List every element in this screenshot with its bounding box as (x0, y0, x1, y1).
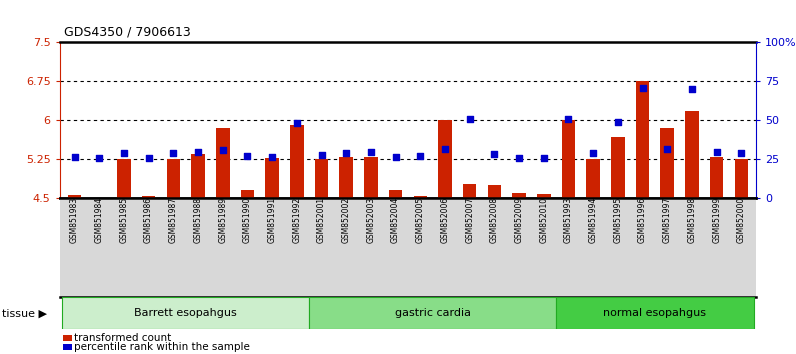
Bar (364, 157, 377, 198)
Bar (661, 128, 674, 198)
Point (611, 120, 624, 125)
Bar (240, 190, 254, 198)
Point (93, 155, 106, 161)
Bar (117, 159, 131, 198)
Point (463, 116, 476, 122)
Point (340, 150, 353, 156)
Point (241, 153, 254, 159)
Bar (735, 159, 748, 198)
Point (636, 85, 649, 91)
Point (513, 155, 525, 161)
Text: transformed count: transformed count (73, 333, 171, 343)
Text: gastric cardia: gastric cardia (395, 308, 470, 318)
Point (685, 86, 698, 92)
Text: normal esopahgus: normal esopahgus (603, 308, 706, 318)
Bar (63, 344, 72, 350)
Point (365, 149, 377, 154)
Bar (62, 297, 309, 329)
Point (488, 151, 501, 157)
Bar (63, 335, 72, 341)
Bar (413, 196, 427, 198)
Text: Barrett esopahgus: Barrett esopahgus (135, 308, 237, 318)
Point (735, 150, 747, 155)
Bar (166, 159, 180, 198)
Bar (611, 137, 625, 198)
Bar (314, 159, 328, 198)
Bar (463, 184, 477, 198)
Bar (339, 157, 353, 198)
Point (389, 154, 402, 160)
Point (439, 146, 451, 152)
Bar (537, 194, 551, 198)
Point (710, 149, 723, 154)
Bar (636, 81, 650, 198)
Bar (513, 193, 526, 198)
Point (562, 116, 575, 122)
Point (266, 154, 279, 160)
Bar (216, 128, 229, 198)
Text: tissue ▶: tissue ▶ (2, 308, 47, 318)
Bar (191, 154, 205, 198)
Bar (685, 111, 699, 198)
Bar (265, 158, 279, 198)
Bar (710, 157, 724, 198)
Point (661, 147, 673, 152)
Bar (439, 120, 452, 198)
Bar (290, 125, 303, 198)
Point (142, 155, 155, 161)
Point (414, 153, 427, 159)
Point (68, 154, 81, 160)
Point (291, 121, 303, 126)
Point (217, 148, 229, 153)
Bar (488, 185, 501, 198)
Bar (587, 159, 600, 198)
Bar (562, 120, 576, 198)
Point (118, 150, 131, 155)
Point (537, 155, 550, 161)
Bar (142, 196, 155, 198)
Text: percentile rank within the sample: percentile rank within the sample (73, 342, 249, 352)
Text: GDS4350 / 7906613: GDS4350 / 7906613 (64, 25, 190, 38)
Bar (68, 195, 81, 198)
Bar (309, 297, 556, 329)
Point (167, 150, 180, 156)
Bar (388, 190, 403, 198)
Point (192, 149, 205, 154)
Bar (556, 297, 754, 329)
Point (587, 150, 599, 156)
Point (315, 152, 328, 158)
